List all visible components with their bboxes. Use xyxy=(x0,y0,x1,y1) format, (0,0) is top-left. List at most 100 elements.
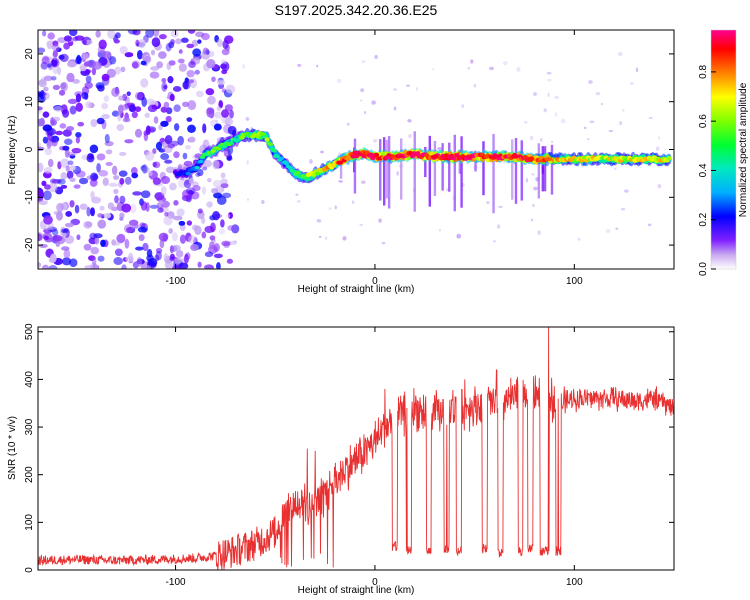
noise-speckle xyxy=(408,134,412,138)
ridge-cell xyxy=(338,160,344,165)
noise-speckle xyxy=(83,61,91,67)
noise-speckle xyxy=(531,173,535,176)
noise-speckle xyxy=(201,186,207,195)
noise-speckle xyxy=(166,62,172,71)
noise-speckle xyxy=(220,182,229,189)
noise-speckle xyxy=(98,39,107,50)
noise-speckle xyxy=(221,48,230,56)
noise-speckle xyxy=(90,191,95,199)
noise-speckle xyxy=(60,82,67,90)
noise-speckle xyxy=(617,51,623,57)
noise-speckle xyxy=(67,98,78,104)
noise-speckle xyxy=(437,147,443,151)
noise-speckle xyxy=(113,188,119,195)
noise-speckle xyxy=(169,93,175,102)
ridge-cell xyxy=(284,161,290,166)
noise-speckle xyxy=(85,221,93,227)
noise-speckle xyxy=(206,201,213,208)
y-tick-label: 0 xyxy=(24,567,35,573)
noise-speckle xyxy=(160,185,167,196)
noise-speckle xyxy=(52,234,63,242)
noise-speckle xyxy=(101,73,110,82)
noise-speckle xyxy=(145,125,151,135)
ridge-hotspot xyxy=(410,152,419,157)
ridge-hotspot xyxy=(510,154,519,159)
noise-speckle xyxy=(107,202,115,210)
ridge-cell xyxy=(275,154,281,159)
noise-speckle xyxy=(97,84,105,92)
noise-speckle xyxy=(124,176,132,185)
noise-speckle xyxy=(503,60,508,66)
ridge-cell xyxy=(228,141,234,146)
noise-speckle xyxy=(192,185,201,192)
noise-speckle xyxy=(43,75,53,82)
noise-speckle xyxy=(42,30,47,37)
noise-speckle xyxy=(560,118,566,124)
ridge-cell xyxy=(373,152,380,158)
y-tick-label: 10 xyxy=(24,96,35,108)
noise-speckle xyxy=(66,61,77,68)
noise-speckle xyxy=(61,231,67,238)
noise-speckle xyxy=(60,171,68,181)
noise-speckle xyxy=(175,249,184,258)
noise-speckle xyxy=(151,37,161,48)
noise-speckle xyxy=(188,235,197,244)
noise-speckle xyxy=(48,182,58,193)
noise-speckle xyxy=(38,47,46,53)
noise-speckle xyxy=(169,245,174,254)
noise-speckle xyxy=(190,243,199,252)
noise-speckle xyxy=(316,64,319,68)
noise-speckle xyxy=(38,233,43,242)
colorbar-label: Normalized spectral amplitude xyxy=(738,82,749,217)
ridge-hotspot xyxy=(430,154,439,159)
ridge-hotspot xyxy=(526,156,535,161)
noise-speckle xyxy=(360,88,365,93)
noise-speckle xyxy=(167,143,176,149)
noise-speckle xyxy=(393,88,397,91)
ridge-cell xyxy=(235,137,241,142)
noise-speckle xyxy=(120,66,126,73)
noise-speckle xyxy=(149,204,159,209)
noise-speckle xyxy=(187,124,196,134)
noise-speckle xyxy=(83,221,93,229)
noise-speckle xyxy=(38,109,43,114)
ridge-cell xyxy=(278,156,285,161)
noise-speckle xyxy=(64,222,74,228)
noise-speckle xyxy=(220,178,228,184)
noise-speckle xyxy=(550,140,554,144)
noise-speckle xyxy=(71,147,82,154)
noise-speckle xyxy=(220,63,228,70)
noise-speckle xyxy=(187,100,197,111)
noise-speckle xyxy=(98,170,109,177)
noise-speckle xyxy=(124,52,134,58)
noise-speckle xyxy=(41,180,47,187)
noise-speckle xyxy=(213,123,222,131)
noise-speckle xyxy=(173,104,181,112)
noise-speckle xyxy=(587,138,590,141)
noise-speckle xyxy=(92,61,102,70)
noise-speckle xyxy=(41,264,50,269)
noise-speckle xyxy=(176,208,185,217)
noise-speckle xyxy=(113,257,123,266)
noise-speckle xyxy=(69,105,77,115)
ridge-streak xyxy=(460,136,463,208)
noise-speckle xyxy=(360,99,363,102)
noise-speckle xyxy=(58,89,66,96)
noise-speckle xyxy=(164,211,169,217)
ridge-streak xyxy=(537,143,541,199)
noise-speckle xyxy=(530,218,534,222)
noise-speckle xyxy=(221,192,232,199)
noise-speckle xyxy=(62,109,70,118)
noise-speckle xyxy=(92,174,99,181)
noise-speckle xyxy=(135,39,140,47)
noise-speckle xyxy=(145,30,155,38)
noise-speckle xyxy=(619,121,623,126)
noise-speckle xyxy=(101,102,109,110)
noise-speckle xyxy=(140,78,149,88)
noise-speckle xyxy=(207,95,216,105)
noise-speckle xyxy=(62,145,70,151)
noise-speckle xyxy=(85,39,93,45)
noise-speckle xyxy=(153,116,159,124)
noise-speckle xyxy=(150,127,156,133)
